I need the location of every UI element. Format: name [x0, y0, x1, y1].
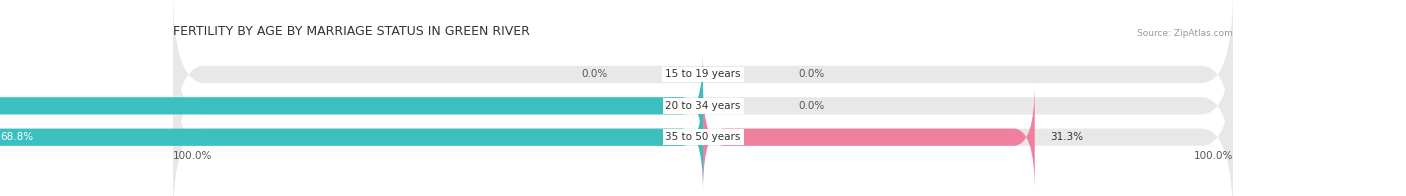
- Text: 100.0%: 100.0%: [173, 151, 212, 161]
- Text: 0.0%: 0.0%: [581, 69, 607, 80]
- Text: 35 to 50 years: 35 to 50 years: [665, 132, 741, 142]
- Text: 15 to 19 years: 15 to 19 years: [665, 69, 741, 80]
- FancyBboxPatch shape: [703, 83, 1035, 191]
- FancyBboxPatch shape: [173, 20, 1233, 191]
- Text: 20 to 34 years: 20 to 34 years: [665, 101, 741, 111]
- FancyBboxPatch shape: [0, 83, 703, 191]
- Text: Source: ZipAtlas.com: Source: ZipAtlas.com: [1137, 29, 1233, 38]
- FancyBboxPatch shape: [0, 52, 703, 160]
- Text: 31.3%: 31.3%: [1050, 132, 1084, 142]
- Text: 100.0%: 100.0%: [1194, 151, 1233, 161]
- Text: 68.8%: 68.8%: [0, 132, 34, 142]
- Text: 0.0%: 0.0%: [799, 101, 825, 111]
- FancyBboxPatch shape: [173, 0, 1233, 160]
- Text: 0.0%: 0.0%: [799, 69, 825, 80]
- Text: FERTILITY BY AGE BY MARRIAGE STATUS IN GREEN RIVER: FERTILITY BY AGE BY MARRIAGE STATUS IN G…: [173, 25, 530, 38]
- FancyBboxPatch shape: [173, 52, 1233, 196]
